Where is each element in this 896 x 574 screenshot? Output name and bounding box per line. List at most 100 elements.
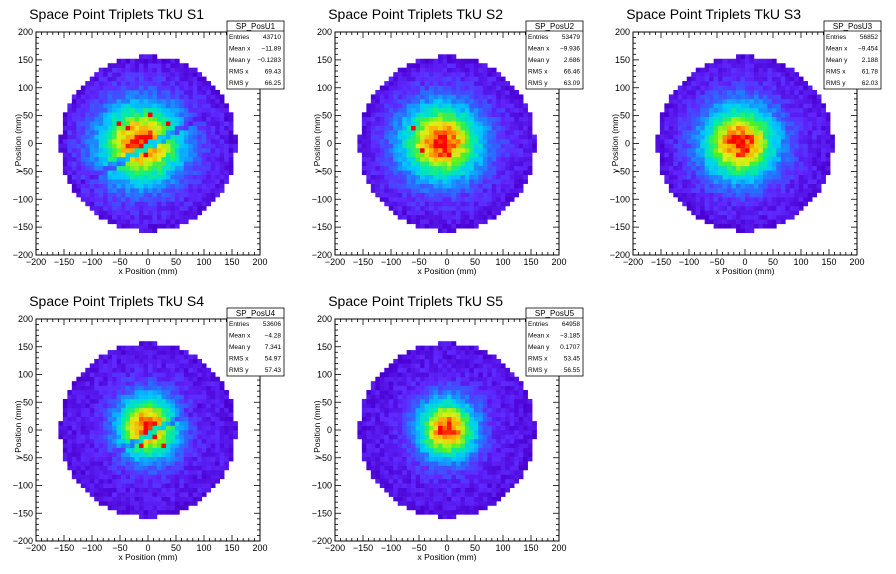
- heatmap-cell: [722, 112, 728, 118]
- heatmap-cell: [482, 161, 488, 167]
- heatmap-cell: [415, 94, 421, 100]
- heatmap-cell: [514, 165, 519, 171]
- heatmap-cell: [112, 461, 117, 466]
- heatmap-cell: [397, 174, 403, 180]
- heatmap-cell: [107, 143, 113, 149]
- heatmap-cell: [700, 210, 705, 216]
- heatmap-cell: [736, 183, 741, 189]
- heatmap-cell: [523, 152, 528, 158]
- heatmap-cell: [464, 72, 470, 77]
- heatmap-cell: [527, 130, 533, 135]
- heatmap-cell: [94, 161, 100, 167]
- heatmap-cell: [130, 121, 135, 126]
- stats-value: −9.454: [858, 46, 878, 53]
- heatmap-cell: [700, 112, 705, 118]
- heatmap-cell: [749, 54, 755, 60]
- heatmap-cell: [89, 98, 95, 104]
- heatmap-cell: [85, 443, 91, 449]
- heatmap-cell: [148, 474, 153, 480]
- heatmap-cell: [518, 130, 524, 135]
- heatmap-cell: [686, 156, 692, 162]
- heatmap-cell: [201, 179, 207, 184]
- heatmap-cell: [156, 483, 162, 489]
- heatmap-cell: [460, 197, 466, 202]
- heatmap-cell: [509, 170, 515, 176]
- heatmap-cell: [736, 116, 741, 122]
- heatmap-cell: [785, 103, 791, 109]
- heatmap-cell: [745, 103, 750, 109]
- heatmap-cell: [143, 350, 149, 355]
- heatmap-cell: [695, 81, 701, 86]
- heatmap-cell: [188, 139, 194, 144]
- heatmap-cell: [487, 89, 493, 95]
- heatmap-cell: [740, 201, 746, 207]
- heatmap-cell: [527, 112, 533, 118]
- heatmap-cell: [402, 201, 407, 207]
- heatmap-cell: [67, 447, 73, 453]
- heatmap-cell: [749, 192, 755, 198]
- heatmap-cell: [451, 147, 457, 153]
- heatmap-cell: [700, 89, 705, 95]
- heatmap-cell: [375, 103, 381, 109]
- heatmap-cell: [125, 107, 131, 113]
- heatmap-cell: [152, 143, 158, 149]
- heatmap-cell: [496, 174, 502, 180]
- heatmap-cell: [134, 478, 140, 484]
- heatmap-cell: [197, 165, 203, 171]
- heatmap-cell: [677, 165, 683, 171]
- stats-value: 43710: [263, 34, 281, 41]
- heatmap-cell: [148, 367, 153, 373]
- heatmap-cell: [718, 156, 723, 162]
- heatmap-cell: [130, 125, 135, 131]
- heatmap-cell: [460, 134, 466, 140]
- heatmap-cell: [89, 121, 95, 126]
- heatmap-cell: [134, 469, 140, 475]
- heatmap-cell: [179, 143, 185, 149]
- heatmap-cell: [673, 94, 679, 100]
- heatmap-cell: [677, 183, 683, 189]
- heatmap-cell: [727, 89, 732, 95]
- heatmap-cell: [713, 192, 719, 198]
- heatmap-cell: [487, 98, 493, 104]
- heatmap-cell: [107, 425, 113, 431]
- heatmap-cell: [143, 425, 149, 431]
- heatmap-cell: [758, 85, 764, 91]
- heatmap-cell: [758, 130, 764, 135]
- heatmap-cell: [794, 107, 800, 113]
- heatmap-cell: [438, 214, 443, 220]
- heatmap-cell: [411, 94, 416, 100]
- heatmap-cell: [429, 98, 434, 104]
- heatmap-cell: [749, 183, 755, 189]
- heatmap-cell: [816, 179, 822, 184]
- heatmap-cell: [112, 496, 117, 502]
- heatmap-cell: [464, 130, 470, 135]
- heatmap-cell: [375, 156, 381, 162]
- heatmap-cell: [776, 81, 782, 86]
- heatmap-cell: [749, 228, 755, 233]
- heatmap-cell: [482, 116, 488, 122]
- heatmap-cell: [736, 170, 741, 176]
- heatmap-cell: [402, 81, 407, 86]
- heatmap-cell: [156, 394, 162, 400]
- heatmap-cell: [753, 170, 759, 176]
- heatmap-cell: [402, 98, 407, 104]
- heatmap-cell: [103, 67, 108, 73]
- heatmap-cell: [776, 219, 782, 225]
- heatmap-cell: [451, 121, 457, 126]
- heatmap-cell: [156, 412, 162, 417]
- heatmap-cell: [183, 205, 189, 211]
- heatmap-cell: [143, 496, 149, 502]
- heatmap-cell: [379, 103, 385, 109]
- heatmap-cell: [107, 447, 113, 453]
- heatmap-cell: [491, 112, 497, 118]
- heatmap-cell: [107, 469, 113, 475]
- heatmap-cell: [780, 210, 786, 216]
- heatmap-cell: [749, 152, 755, 158]
- heatmap-cell: [473, 201, 479, 207]
- heatmap-cell: [130, 210, 135, 216]
- heatmap-cell: [482, 85, 488, 91]
- heatmap-cell: [758, 165, 764, 171]
- heatmap-cell: [67, 152, 73, 158]
- heatmap-cell: [152, 205, 158, 211]
- heatmap-cell: [406, 179, 412, 184]
